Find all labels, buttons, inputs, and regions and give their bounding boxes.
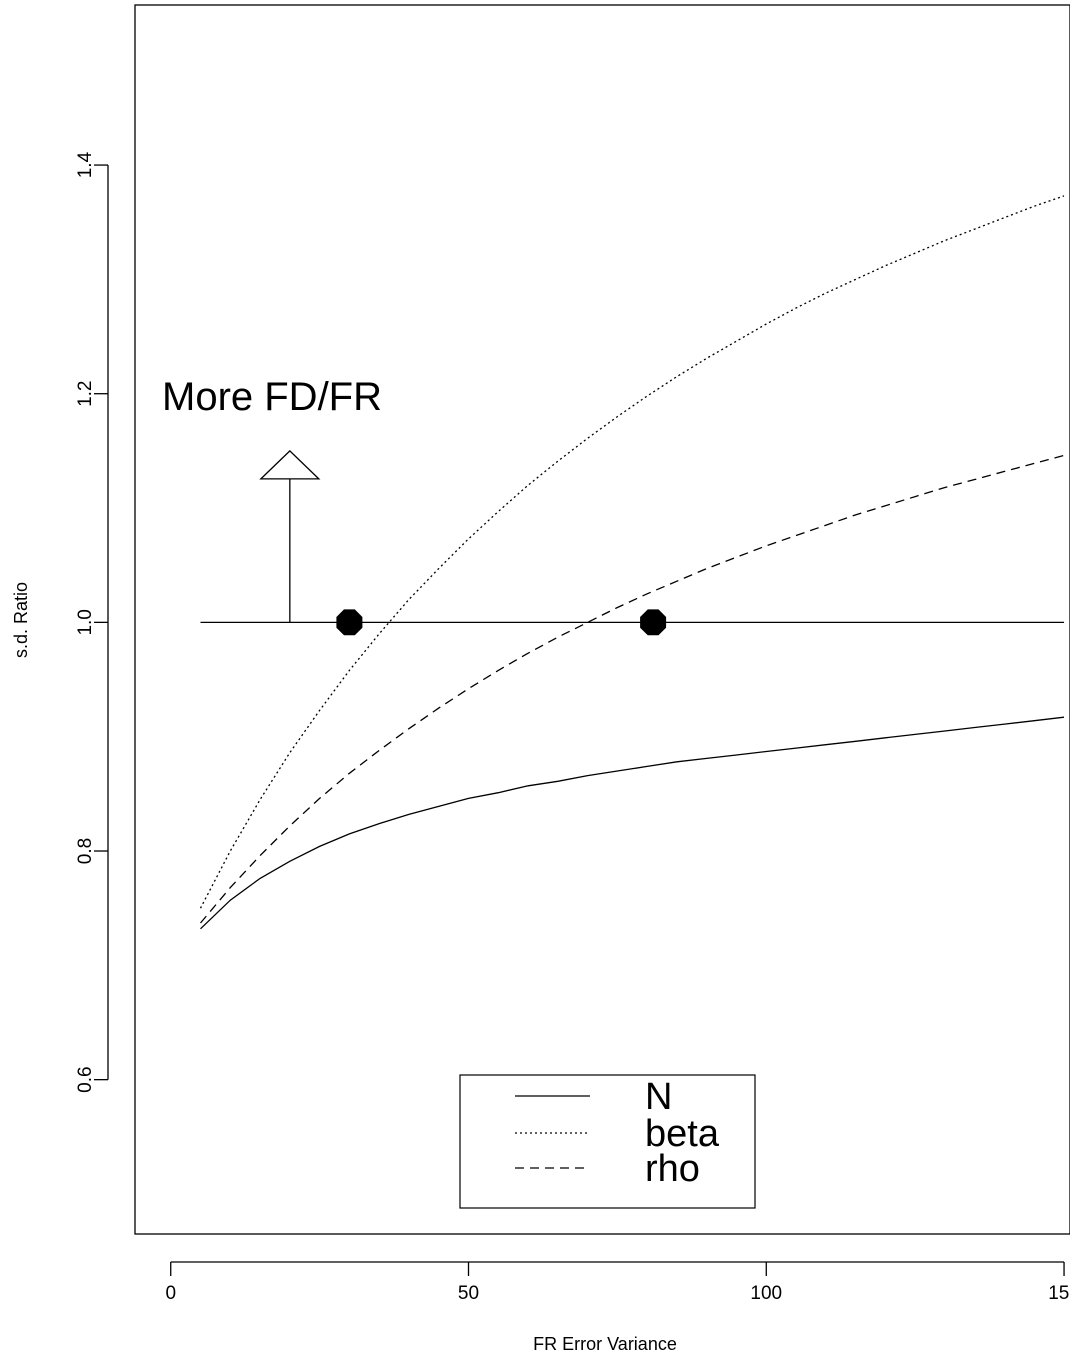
x-tick-label: 100	[750, 1283, 782, 1304]
x-tick-label: 0	[165, 1283, 176, 1304]
annotation-arrow-head	[259, 449, 321, 480]
x-axis: 0 50 100 150	[165, 1261, 1070, 1304]
annotation-text: More FD/FR	[162, 375, 382, 419]
legend-label-rho: rho	[645, 1148, 700, 1190]
y-tick-label: 0.8	[75, 838, 96, 864]
series-group	[199, 195, 1065, 930]
y-axis-title: s.d. Ratio	[11, 582, 31, 658]
series-line-beta	[199, 195, 1065, 909]
y-tick-label: 1.4	[75, 151, 96, 178]
x-axis-title: FR Error Variance	[533, 1334, 677, 1354]
legend-label-beta: beta	[645, 1113, 720, 1155]
legend-box	[459, 1074, 756, 1209]
marker-point	[336, 609, 363, 636]
y-tick-label: 1.2	[75, 380, 96, 406]
series-line-rho	[200, 454, 1065, 924]
plot-frame	[134, 4, 1070, 1235]
y-axis: 0.6 0.8 1.0 1.2 1.4	[75, 151, 109, 1093]
annotation-group: More FD/FR	[162, 375, 382, 623]
legend-label-N: N	[645, 1076, 672, 1118]
x-tick-label: 50	[458, 1283, 479, 1304]
marker-points-group	[336, 609, 667, 636]
x-tick-label: 150	[1048, 1283, 1070, 1304]
marker-point	[640, 609, 667, 636]
series-line-N	[200, 716, 1065, 930]
y-tick-label: 1.0	[75, 609, 96, 635]
y-tick-label: 0.6	[75, 1066, 96, 1092]
